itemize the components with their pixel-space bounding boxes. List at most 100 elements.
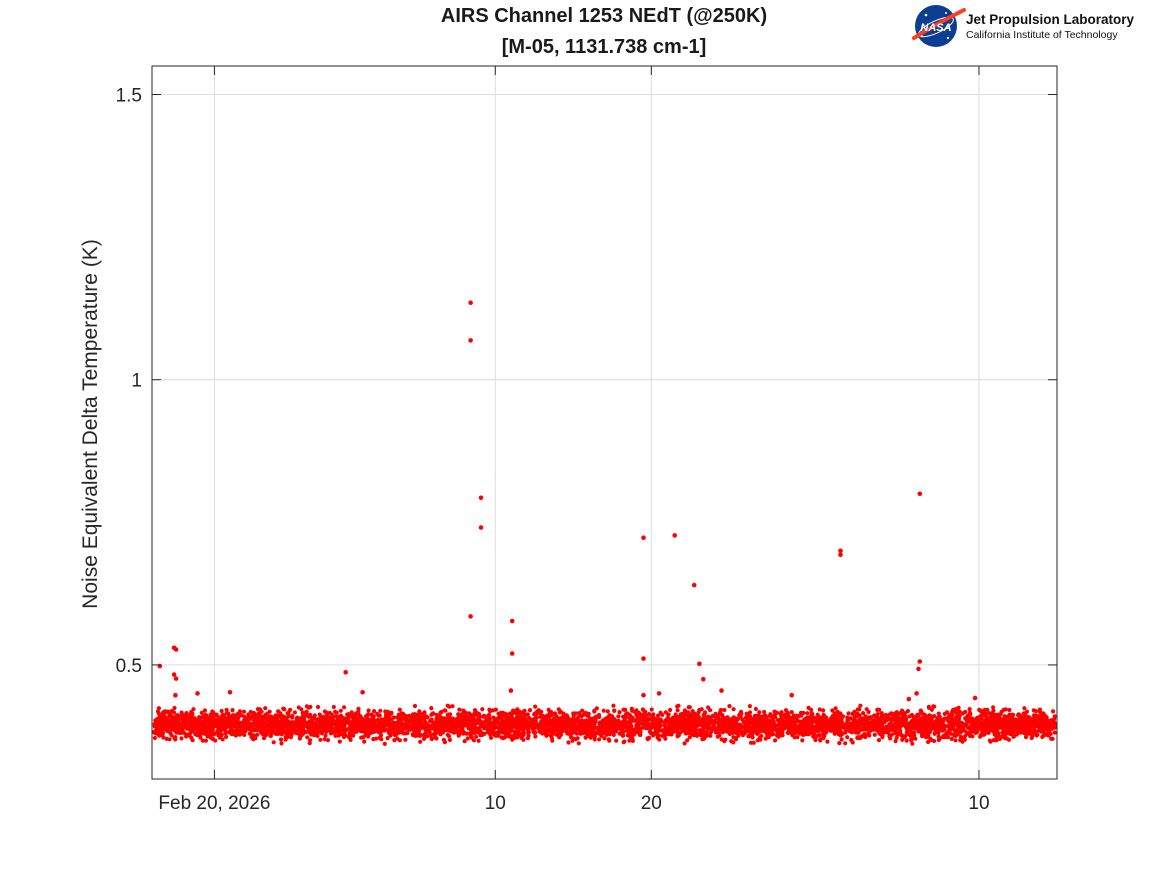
data-point xyxy=(666,730,671,736)
data-point xyxy=(315,704,321,710)
data-point xyxy=(681,727,687,732)
data-point xyxy=(532,712,537,717)
data-point xyxy=(738,714,743,719)
data-point xyxy=(980,722,985,727)
data-point xyxy=(1000,720,1005,725)
data-point xyxy=(387,716,392,721)
data-point xyxy=(462,739,467,744)
data-point xyxy=(273,713,278,718)
data-point xyxy=(908,724,913,729)
data-point xyxy=(247,731,252,736)
data-point xyxy=(181,730,186,736)
data-point xyxy=(900,715,905,720)
data-point xyxy=(1018,717,1023,723)
data-point xyxy=(1022,706,1027,711)
data-point xyxy=(226,720,232,725)
data-point xyxy=(255,728,260,733)
data-point xyxy=(1023,735,1029,740)
data-point xyxy=(905,709,911,714)
data-point xyxy=(757,710,762,715)
data-point xyxy=(1041,722,1046,727)
data-point xyxy=(301,723,306,729)
data-point xyxy=(403,737,408,742)
data-point xyxy=(1033,730,1038,735)
data-point xyxy=(807,728,813,733)
data-point xyxy=(887,728,892,733)
data-point xyxy=(504,732,509,738)
data-point xyxy=(581,730,586,736)
data-point xyxy=(839,737,844,742)
chart-title: AIRS Channel 1253 NEdT (@250K) xyxy=(441,5,767,27)
data-point xyxy=(566,721,571,726)
data-point xyxy=(861,711,866,716)
data-point xyxy=(440,730,446,735)
data-point xyxy=(790,733,795,738)
data-point xyxy=(946,728,952,733)
data-point xyxy=(667,725,672,730)
data-point xyxy=(198,719,204,725)
data-point xyxy=(951,726,956,731)
data-point xyxy=(156,711,162,716)
data-point xyxy=(1005,714,1010,719)
data-point xyxy=(1052,717,1057,722)
data-point xyxy=(926,739,931,745)
data-point xyxy=(1049,725,1054,730)
data-point xyxy=(435,715,440,720)
data-point xyxy=(858,703,863,708)
data-point xyxy=(235,723,240,729)
data-point xyxy=(184,724,189,729)
data-point xyxy=(940,720,945,725)
data-point xyxy=(571,713,576,718)
data-point xyxy=(292,724,298,730)
data-point xyxy=(623,707,628,713)
data-point xyxy=(815,733,820,738)
data-point xyxy=(152,730,157,736)
data-point xyxy=(662,722,667,728)
data-point xyxy=(184,734,189,739)
data-point xyxy=(1052,730,1057,735)
data-point xyxy=(845,727,850,732)
data-point xyxy=(297,736,302,741)
data-point xyxy=(777,726,782,732)
data-point xyxy=(198,732,203,737)
data-point xyxy=(645,726,650,731)
data-point xyxy=(558,719,563,725)
data-point xyxy=(363,732,368,738)
data-point xyxy=(333,709,338,714)
data-point xyxy=(167,737,172,742)
data-point xyxy=(413,733,418,739)
data-point xyxy=(898,728,903,733)
data-point xyxy=(539,724,545,729)
data-point xyxy=(630,738,636,744)
data-point xyxy=(716,720,721,725)
data-point xyxy=(372,709,377,714)
data-point xyxy=(833,724,838,729)
data-point xyxy=(362,739,367,744)
data-point xyxy=(573,729,578,735)
grid-lines xyxy=(152,66,1057,779)
data-point xyxy=(496,725,502,730)
data-point xyxy=(451,730,456,735)
data-point xyxy=(810,724,815,729)
data-point xyxy=(255,724,261,730)
data-point xyxy=(866,715,871,720)
data-point xyxy=(224,716,229,721)
data-point xyxy=(457,707,462,712)
data-point xyxy=(956,705,961,710)
data-point xyxy=(189,713,194,718)
data-point xyxy=(500,736,506,741)
data-point xyxy=(412,703,418,709)
data-point xyxy=(834,718,839,723)
data-point xyxy=(902,711,908,716)
data-point xyxy=(611,732,616,738)
data-point xyxy=(674,714,679,719)
data-point xyxy=(430,720,436,725)
data-point xyxy=(684,730,689,735)
data-point xyxy=(222,725,227,730)
data-point xyxy=(168,714,173,719)
data-point xyxy=(601,718,606,723)
data-point xyxy=(421,736,427,742)
data-point xyxy=(220,737,225,742)
data-point xyxy=(574,724,579,729)
data-point xyxy=(450,721,455,726)
